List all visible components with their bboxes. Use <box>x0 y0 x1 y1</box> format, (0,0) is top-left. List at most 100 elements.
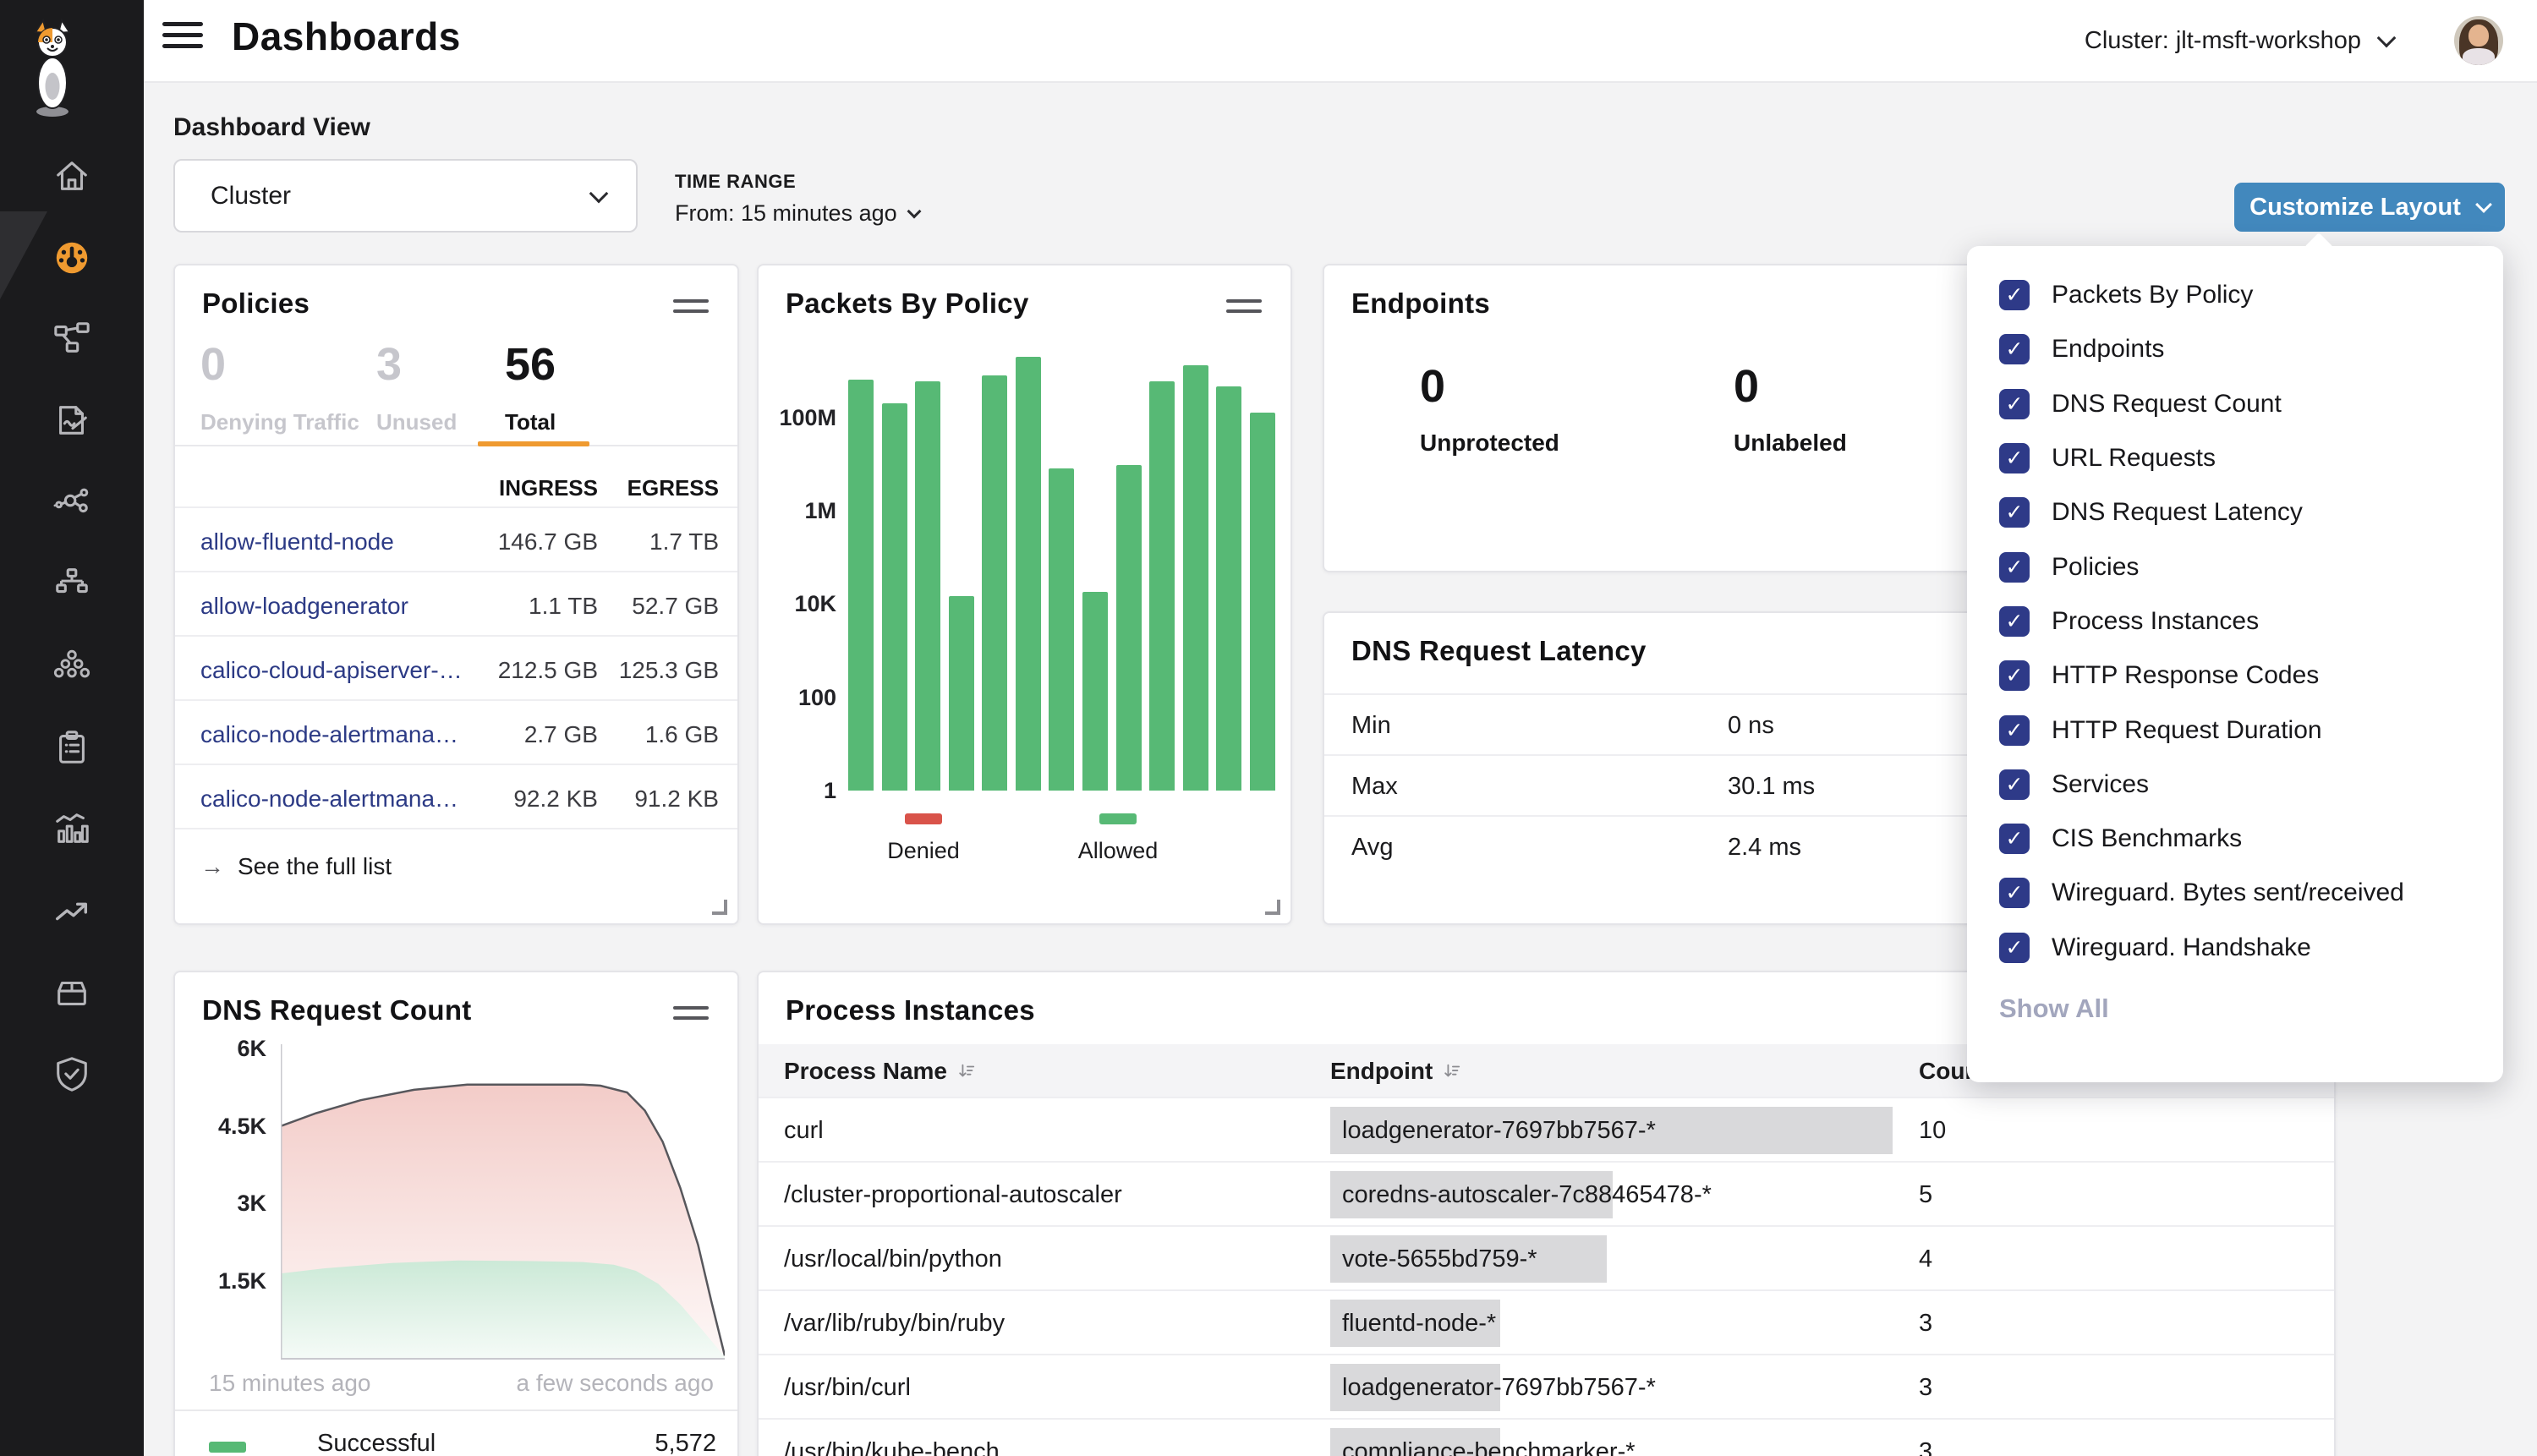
checkbox-checked[interactable]: ✓ <box>1999 443 2030 474</box>
dashboards-gauge-icon <box>56 242 88 274</box>
checkbox-checked[interactable]: ✓ <box>1999 388 2030 419</box>
policy-link[interactable]: calico-node-alertmana… <box>200 721 459 747</box>
hamburger-menu-icon[interactable] <box>162 22 203 56</box>
policy-link[interactable]: allow-loadgenerator <box>200 593 408 619</box>
policy-link[interactable]: calico-node-alertmana… <box>200 785 459 812</box>
chevron-down-icon <box>907 204 922 218</box>
security-shield-icon <box>57 1057 87 1092</box>
see-full-list-link[interactable]: → See the full list <box>175 828 737 925</box>
stat-unused[interactable]: 3 Unused <box>376 339 458 435</box>
table-row[interactable]: calico-node-alertmana… 2.7 GB 1.6 GB <box>175 699 737 765</box>
sidebar-item-network-topology[interactable] <box>52 564 91 603</box>
drag-handle-icon[interactable] <box>1226 299 1262 320</box>
chevron-down-icon <box>2376 28 2397 48</box>
resize-handle[interactable] <box>712 900 727 915</box>
table-row[interactable]: allow-fluentd-node 146.7 GB 1.7 TB <box>175 506 737 572</box>
menu-item-policies[interactable]: ✓ Policies <box>1999 539 2503 594</box>
table-row[interactable]: /usr/bin/curl loadgenerator-7697bb7567-*… <box>759 1354 2334 1420</box>
checkbox-checked[interactable]: ✓ <box>1999 714 2030 746</box>
customize-layout-menu: ✓ Packets By Policy ✓ Endpoints ✓ DNS Re… <box>1967 233 2503 1082</box>
table-row[interactable]: /usr/bin/kube-bench compliance-benchmark… <box>759 1418 2334 1456</box>
policy-link[interactable]: allow-fluentd-node <box>200 528 394 555</box>
menu-item-cis-benchmarks[interactable]: ✓ CIS Benchmarks <box>1999 812 2503 866</box>
arrow-right-icon: → <box>200 853 224 879</box>
stat-unprotected[interactable]: 0 Unprotected <box>1420 361 1559 456</box>
stat-denying-traffic[interactable]: 0 Denying Traffic <box>200 339 359 435</box>
sidebar-item-threat-defense[interactable] <box>52 1054 91 1093</box>
sidebar-item-network-sets[interactable] <box>52 319 91 358</box>
legend-denied[interactable]: Denied <box>847 813 1000 864</box>
sidebar-item-policy-recommendations[interactable] <box>52 401 91 440</box>
checkbox-checked[interactable]: ✓ <box>1999 769 2030 800</box>
sidebar-item-dashboards[interactable] <box>52 238 91 277</box>
menu-item-endpoints[interactable]: ✓ Endpoints <box>1999 322 2503 376</box>
dashboard-view-select[interactable]: Cluster <box>173 159 638 233</box>
sidebar-item-endpoints[interactable] <box>52 646 91 685</box>
menu-item-url-requests[interactable]: ✓ URL Requests <box>1999 431 2503 485</box>
resize-handle[interactable] <box>1265 900 1280 915</box>
menu-item-process-instances[interactable]: ✓ Process Instances <box>1999 594 2503 649</box>
table-row[interactable]: calico-node-alertmana… 92.2 KB 91.2 KB <box>175 764 737 829</box>
drag-handle-icon[interactable] <box>673 299 709 320</box>
trend-arrow-icon <box>56 902 88 921</box>
menu-item-wireguard-handshake[interactable]: ✓ Wireguard. Handshake <box>1999 921 2503 975</box>
checkbox-checked[interactable]: ✓ <box>1999 932 2030 963</box>
sidebar-item-home[interactable] <box>52 156 91 195</box>
sidebar-item-service-graph[interactable] <box>52 483 91 522</box>
menu-item-dns-request-latency[interactable]: ✓ DNS Request Latency <box>1999 485 2503 539</box>
menu-item-http-response-codes[interactable]: ✓ HTTP Response Codes <box>1999 649 2503 703</box>
sidebar-item-threat-trends[interactable] <box>52 891 91 930</box>
menu-item-packets-by-policy[interactable]: ✓ Packets By Policy <box>1999 268 2503 322</box>
table-row[interactable]: calico-cloud-apiserver-… 212.5 GB 125.3 … <box>175 635 737 701</box>
y-axis-tick: 100M <box>779 405 836 430</box>
menu-item-dns-request-count[interactable]: ✓ DNS Request Count <box>1999 377 2503 431</box>
count-bar <box>1330 1300 1500 1347</box>
checkbox-checked[interactable]: ✓ <box>1999 605 2030 637</box>
table-row[interactable]: curl loadgenerator-7697bb7567-* 10 <box>759 1097 2334 1163</box>
stat-unlabeled[interactable]: 0 Unlabeled <box>1734 361 1847 456</box>
menu-item-services[interactable]: ✓ Services <box>1999 758 2503 812</box>
table-row[interactable]: allow-loadgenerator 1.1 TB 52.7 GB <box>175 571 737 637</box>
sort-icon <box>1444 1064 1460 1077</box>
packets-bar <box>1082 592 1109 791</box>
legend-allowed[interactable]: Allowed <box>1042 813 1194 864</box>
count-bar <box>1330 1364 1500 1411</box>
menu-item-wireguard-bytes[interactable]: ✓ Wireguard. Bytes sent/received <box>1999 866 2503 920</box>
home-icon <box>57 161 87 190</box>
checkbox-checked[interactable]: ✓ <box>1999 824 2030 855</box>
column-header-process-name[interactable]: Process Name <box>784 1058 976 1085</box>
network-nodes-icon <box>54 322 90 353</box>
legend-swatch-successful <box>209 1442 246 1453</box>
sidebar-item-flow-statistics[interactable] <box>52 809 91 848</box>
checkbox-checked[interactable]: ✓ <box>1999 497 2030 528</box>
table-row[interactable]: /var/lib/ruby/bin/ruby fluentd-node-* 3 <box>759 1289 2334 1355</box>
checkbox-checked[interactable]: ✓ <box>1999 280 2030 311</box>
show-all-link[interactable]: Show All <box>1999 993 2109 1023</box>
sidebar-item-compliance-reports[interactable] <box>52 728 91 767</box>
table-row[interactable]: /cluster-proportional-autoscaler coredns… <box>759 1161 2334 1227</box>
checkbox-checked[interactable]: ✓ <box>1999 660 2030 692</box>
table-row: Max 30.1 ms <box>1324 754 2332 817</box>
column-header-endpoint[interactable]: Endpoint <box>1330 1058 1461 1085</box>
checkbox-checked[interactable]: ✓ <box>1999 878 2030 909</box>
checkbox-checked[interactable]: ✓ <box>1999 334 2030 365</box>
column-header-ingress: INGRESS <box>498 475 598 501</box>
policy-link[interactable]: calico-cloud-apiserver-… <box>200 657 463 683</box>
stat-total[interactable]: 56 Total <box>505 339 556 435</box>
drag-handle-icon[interactable] <box>673 1006 709 1026</box>
time-range-value[interactable]: From: 15 minutes ago <box>675 200 922 227</box>
legend-swatch-allowed <box>1099 813 1137 824</box>
table-row[interactable]: /usr/local/bin/python vote-5655bd759-* 4 <box>759 1225 2334 1291</box>
user-avatar[interactable] <box>2454 16 2503 65</box>
dns-request-count-card: DNS Request Count 6K 4.5K 3K 1.5K <box>173 971 739 1456</box>
sidebar-item-image-assurance[interactable] <box>52 973 91 1012</box>
menu-item-http-request-duration[interactable]: ✓ HTTP Request Duration <box>1999 703 2503 757</box>
card-title: Policies <box>202 287 310 319</box>
customize-layout-button[interactable]: Customize Layout <box>2234 183 2505 232</box>
checkbox-checked[interactable]: ✓ <box>1999 551 2030 583</box>
cluster-selector[interactable]: Cluster: jlt-msft-workshop <box>2085 22 2397 59</box>
packets-bar <box>948 595 974 791</box>
count-bar <box>1330 1107 1893 1154</box>
chart-legend: Successful 5,572 <box>175 1409 737 1456</box>
packets-bar <box>848 379 874 791</box>
